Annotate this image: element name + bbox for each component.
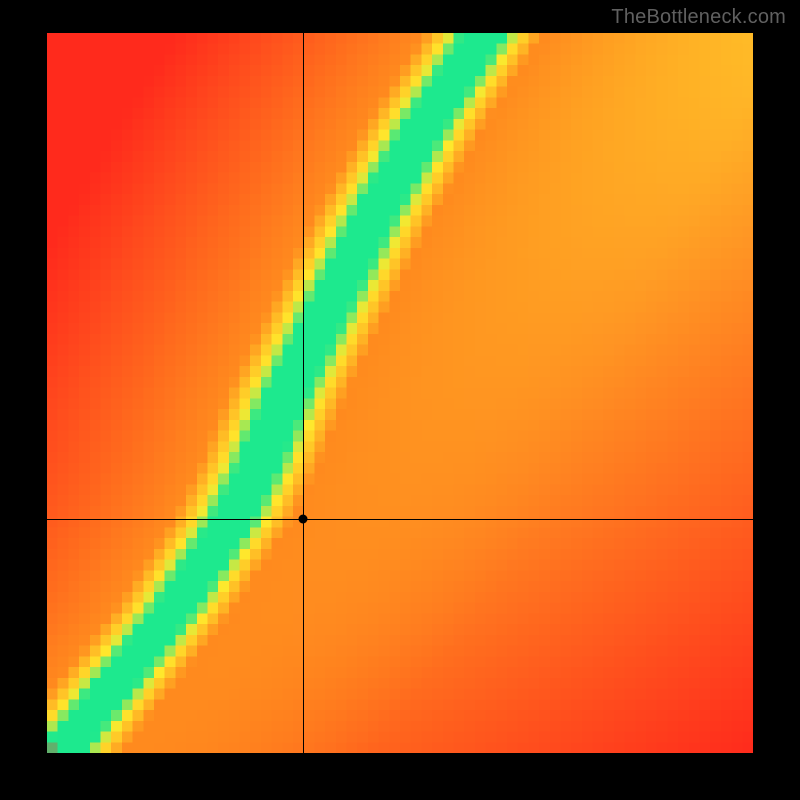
selection-marker [298, 515, 307, 524]
watermark-text: TheBottleneck.com [611, 6, 786, 29]
chart-container: TheBottleneck.com [0, 0, 800, 800]
bottleneck-heatmap [47, 33, 753, 753]
crosshair-horizontal [47, 519, 753, 520]
crosshair-vertical [303, 33, 304, 753]
